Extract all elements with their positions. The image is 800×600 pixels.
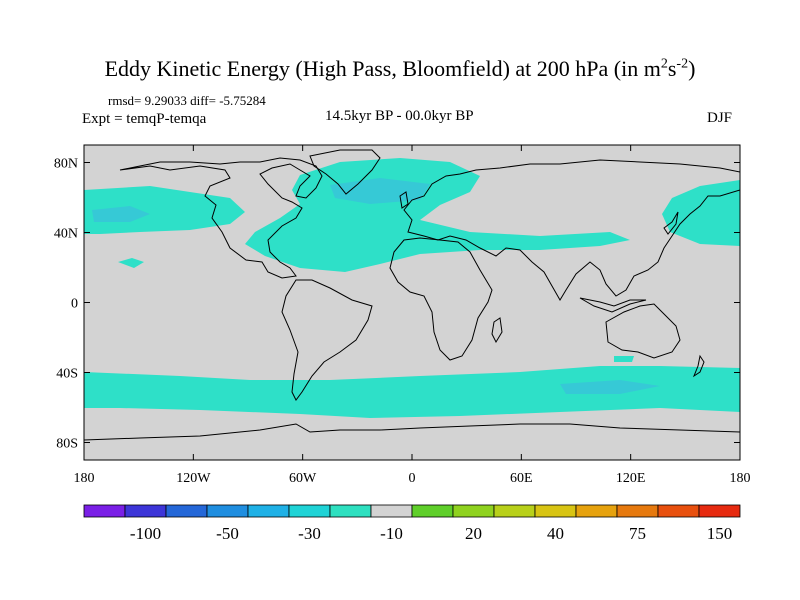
title-main: Eddy Kinetic Energy (High Pass, Bloomfie… [104,56,661,81]
anomaly-southern-band [84,366,740,418]
colorbar-swatch [83,504,126,518]
colorbar-swatch [165,504,208,518]
lat-tick-label: 80N [54,157,78,172]
colorbar-swatch [288,504,331,518]
anomaly-core-atlantic [330,178,430,204]
lon-tick-label: 180 [74,471,95,486]
anomaly-small-pacific-patch [118,258,144,268]
coast-indonesia [579,297,647,313]
anomaly-core-southern [560,380,660,394]
rmsd-diff-stats: rmsd= 9.29033 diff= -5.75284 [108,93,266,108]
anomaly-australia-patch [614,356,634,362]
lat-tick-label: 40S [56,367,78,382]
colorbar-swatch [698,504,741,518]
coast-greenland [309,149,381,195]
colorbar-label: 40 [547,524,564,543]
colorbar-label: -100 [130,524,161,543]
colorbar-swatch [206,504,249,518]
lon-tick-label: 120E [616,471,646,486]
coast-australia [605,303,681,359]
lon-tick-label: 120W [176,471,211,486]
lat-tick-label: 80S [56,437,78,452]
colorbar-swatch [534,504,577,518]
colorbar-swatch [411,504,454,518]
coast-new-zealand [692,354,705,378]
colorbar-swatch [329,504,372,518]
title-sup-2: -2 [676,56,689,72]
coast-madagascar [491,317,503,344]
lon-tick-label: 0 [409,471,416,486]
period-label: 14.5kyr BP - 00.0kyr BP [325,108,474,124]
coast-uk [399,191,409,209]
experiment-label: Expt = temqP-temqa [82,111,207,127]
colorbar-swatch [616,504,659,518]
colorbar-label: -50 [216,524,239,543]
anomaly-north-pacific-west [662,180,740,246]
colorbar-label: 20 [465,524,482,543]
coastlines [84,149,740,441]
latitude-ticks: 80N 40N 0 40S 80S [54,157,740,452]
lon-tick-label: 180 [730,471,751,486]
coast-africa [389,237,493,361]
colorbar-swatch [452,504,495,518]
colorbar-swatch [493,504,536,518]
colorbar-swatch [575,504,618,518]
colorbar-label: -10 [380,524,403,543]
title-sup-1: 2 [660,56,668,72]
lon-tick-label: 60W [289,471,317,486]
coast-eurasia [403,159,740,301]
title-mid: s [667,56,677,81]
lat-tick-label: 40N [54,227,78,242]
colorbar-label: 150 [707,524,733,543]
anomaly-core-pacific [92,206,150,222]
coast-south-america [281,279,373,401]
longitude-ticks: 180 120W 60W 0 60E 120E 180 [74,145,751,486]
title-end: ) [688,56,696,81]
lat-tick-label: 0 [71,297,78,312]
anomaly-field [84,158,740,418]
colorbar-swatch [124,504,167,518]
coast-north-america [119,157,323,279]
plot-title: Eddy Kinetic Energy (High Pass, Bloomfie… [0,56,800,82]
coast-antarctica [84,423,740,441]
colorbar-swatch [657,504,700,518]
colorbar: -100 -50 -30 -10 20 40 75 150 [83,504,741,543]
season-label: DJF [707,110,733,126]
coast-japan [663,211,679,235]
colorbar-swatch [370,504,413,518]
colorbar-label: 75 [629,524,646,543]
colorbar-label: -30 [298,524,321,543]
lon-tick-label: 60E [510,471,533,486]
colorbar-swatch [247,504,290,518]
